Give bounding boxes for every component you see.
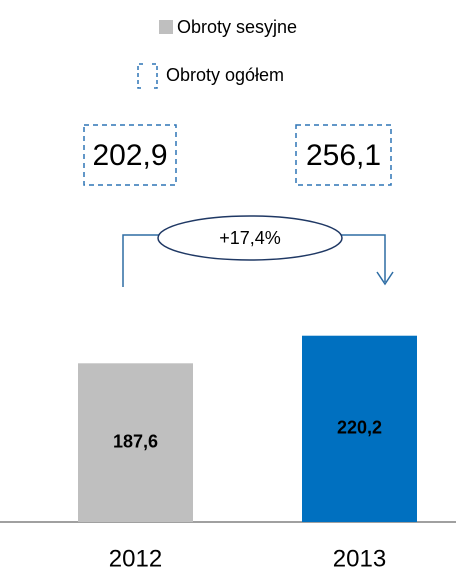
arrow-head bbox=[376, 271, 394, 286]
arrow-right bbox=[340, 234, 386, 282]
legend-swatch bbox=[159, 20, 173, 34]
growth-ellipse bbox=[157, 215, 343, 261]
bar-value-label: 187,6 bbox=[113, 431, 158, 451]
bar bbox=[302, 335, 417, 522]
x-tick-label: 2012 bbox=[109, 545, 162, 572]
arrow bbox=[122, 234, 394, 287]
legend-label: Obroty sesyjne bbox=[177, 17, 297, 37]
legend-label: Obroty ogółem bbox=[166, 65, 284, 85]
x-tick-label: 2013 bbox=[333, 545, 386, 572]
growth-label: +17,4% bbox=[219, 228, 281, 248]
total-box bbox=[83, 124, 177, 186]
total-label: 256,1 bbox=[306, 139, 381, 172]
arrow-left bbox=[122, 234, 160, 287]
bar bbox=[78, 363, 193, 522]
bar-value-label: 220,2 bbox=[337, 418, 382, 438]
total-label: 202,9 bbox=[92, 139, 167, 172]
legend-swatch bbox=[137, 63, 158, 89]
total-box bbox=[295, 124, 392, 186]
